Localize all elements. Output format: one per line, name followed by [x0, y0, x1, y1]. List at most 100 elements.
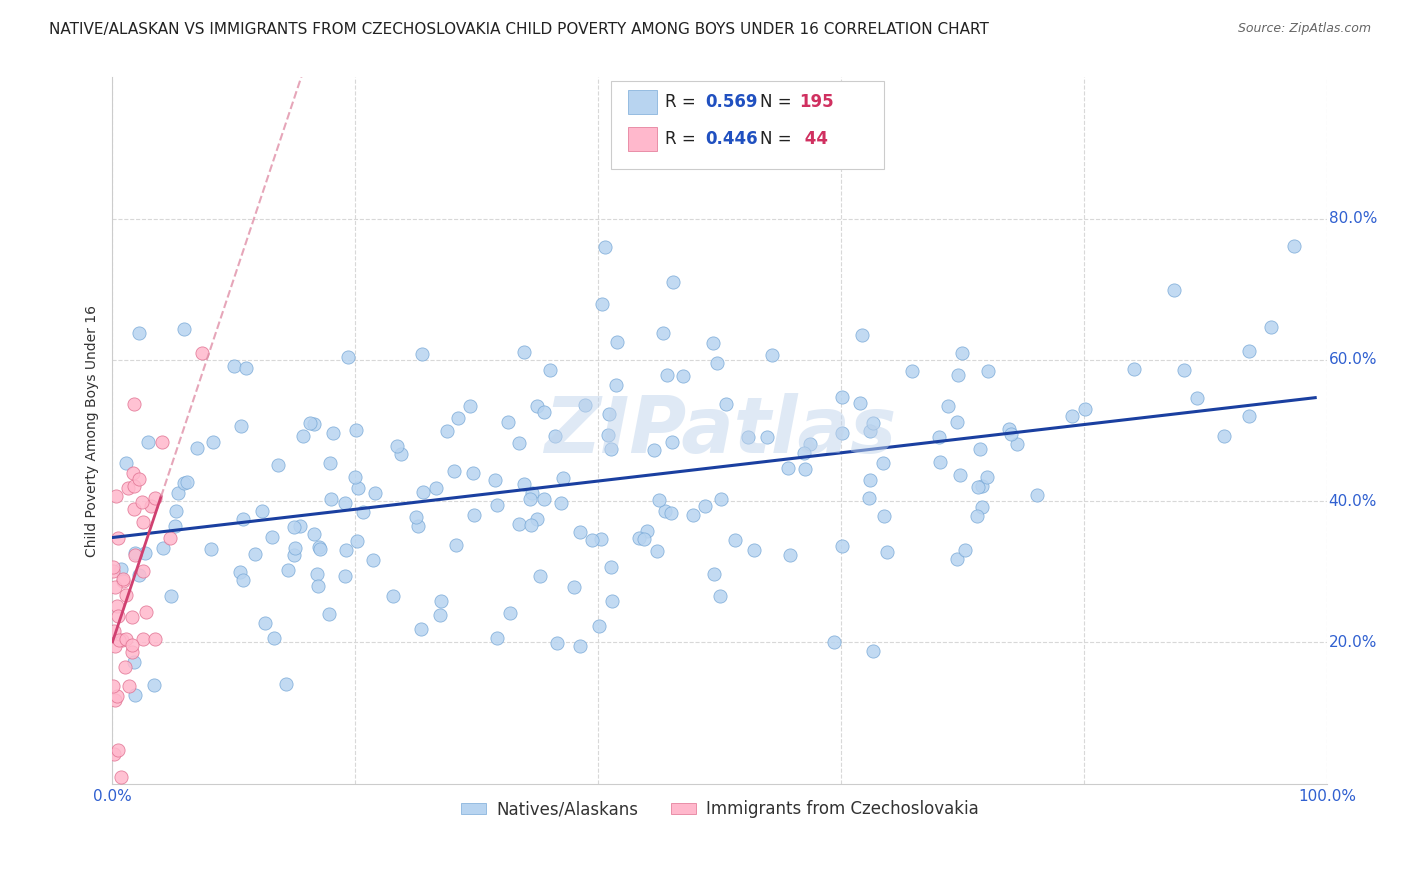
- Text: 60.0%: 60.0%: [1329, 352, 1376, 368]
- Point: [104, 693, 127, 707]
- Point: [389, 447, 412, 461]
- Point: [946, 552, 969, 566]
- Point: [117, 482, 139, 496]
- Point: [1185, 392, 1208, 406]
- Point: [936, 399, 959, 413]
- Point: [122, 479, 145, 493]
- Point: [520, 518, 543, 533]
- Point: [304, 417, 326, 432]
- Point: [235, 361, 257, 376]
- Point: [277, 563, 299, 577]
- Text: 44: 44: [799, 130, 828, 148]
- Point: [662, 275, 685, 289]
- Point: [946, 368, 969, 382]
- Point: [228, 565, 250, 579]
- Point: [900, 364, 922, 378]
- Text: NATIVE/ALASKAN VS IMMIGRANTS FROM CZECHOSLOVAKIA CHILD POVERTY AMONG BOYS UNDER : NATIVE/ALASKAN VS IMMIGRANTS FROM CZECHO…: [49, 22, 988, 37]
- Point: [756, 430, 779, 444]
- Text: 80.0%: 80.0%: [1329, 211, 1376, 227]
- Point: [443, 464, 465, 478]
- Text: 195: 195: [799, 93, 834, 112]
- Point: [599, 442, 621, 456]
- Point: [444, 538, 467, 552]
- Point: [799, 436, 821, 450]
- Point: [485, 498, 508, 512]
- Point: [498, 415, 520, 429]
- Text: R =: R =: [665, 93, 702, 112]
- Point: [128, 326, 150, 340]
- Point: [862, 416, 884, 430]
- Point: [110, 562, 132, 576]
- Point: [519, 492, 541, 507]
- Point: [1237, 343, 1260, 358]
- Point: [1000, 426, 1022, 441]
- Point: [702, 336, 724, 351]
- Point: [966, 480, 988, 494]
- Point: [648, 493, 671, 508]
- Point: [710, 491, 733, 506]
- Point: [1237, 409, 1260, 423]
- Point: [121, 610, 143, 624]
- Point: [831, 390, 853, 404]
- Point: [591, 297, 613, 311]
- Point: [131, 495, 153, 509]
- Point: [243, 547, 266, 561]
- Text: N =: N =: [761, 130, 797, 148]
- Point: [134, 545, 156, 559]
- Point: [124, 546, 146, 560]
- Point: [309, 541, 332, 556]
- Point: [141, 500, 163, 514]
- Point: [166, 486, 188, 500]
- Point: [969, 442, 991, 456]
- Point: [945, 416, 967, 430]
- Point: [101, 564, 124, 578]
- Point: [513, 345, 536, 359]
- Point: [103, 624, 125, 638]
- Point: [124, 397, 146, 411]
- Point: [1163, 283, 1185, 297]
- Point: [998, 422, 1021, 436]
- Point: [111, 574, 134, 588]
- Point: [103, 679, 125, 693]
- Point: [550, 496, 572, 510]
- Point: [848, 396, 870, 410]
- Point: [143, 491, 166, 505]
- Point: [508, 436, 530, 450]
- Point: [793, 462, 815, 476]
- Point: [302, 527, 325, 541]
- Point: [793, 445, 815, 459]
- Point: [152, 541, 174, 556]
- Point: [283, 548, 305, 562]
- Text: ZIPatlas: ZIPatlas: [544, 392, 896, 468]
- Point: [103, 747, 125, 761]
- Point: [761, 348, 783, 362]
- Point: [1060, 409, 1083, 424]
- Text: 0.569: 0.569: [706, 93, 758, 112]
- Point: [307, 579, 329, 593]
- Point: [344, 470, 367, 484]
- Point: [551, 471, 574, 485]
- Point: [298, 416, 321, 430]
- Point: [382, 589, 405, 603]
- Point: [659, 506, 682, 520]
- Point: [533, 405, 555, 419]
- Point: [1282, 239, 1305, 253]
- Point: [831, 426, 853, 441]
- Point: [284, 541, 307, 555]
- Point: [103, 580, 125, 594]
- Legend: Natives/Alaskans, Immigrants from Czechoslovakia: Natives/Alaskans, Immigrants from Czecho…: [454, 794, 986, 825]
- Point: [107, 609, 129, 624]
- Point: [1073, 402, 1095, 417]
- Point: [266, 458, 288, 472]
- Point: [526, 399, 548, 413]
- Point: [107, 531, 129, 545]
- Point: [651, 326, 673, 341]
- Text: 0.446: 0.446: [706, 130, 758, 148]
- Point: [859, 424, 882, 438]
- Point: [461, 466, 484, 480]
- Point: [953, 542, 976, 557]
- Point: [655, 368, 678, 383]
- Point: [486, 631, 509, 645]
- Point: [425, 482, 447, 496]
- Point: [538, 362, 561, 376]
